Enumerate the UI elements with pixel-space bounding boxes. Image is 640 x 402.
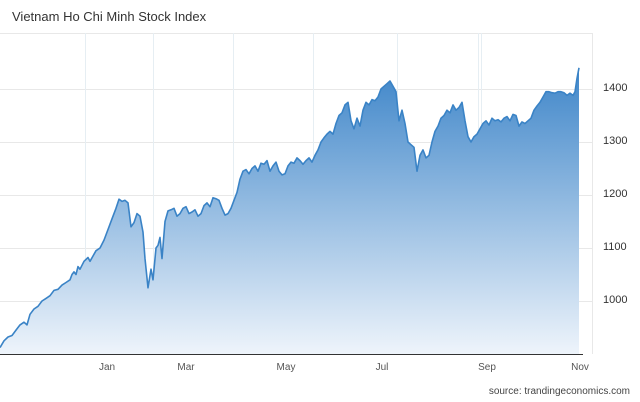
x-tick-label: May — [276, 362, 296, 373]
x-tick-label: Mar — [177, 362, 195, 373]
y-tick-label: 1200 — [603, 188, 628, 200]
x-tick-label: Jan — [98, 362, 116, 373]
data-line — [0, 67, 580, 349]
x-tick-label: Nov — [571, 362, 589, 373]
area-fill — [0, 67, 579, 355]
chart-title: Vietnam Ho Chi Minh Stock Index — [12, 9, 207, 24]
source-note: source: trandingeconomics.com — [488, 386, 630, 397]
y-tick-label: 1400 — [603, 82, 628, 94]
x-tick-label: Jul — [375, 362, 389, 373]
y-tick-label: 1000 — [603, 294, 628, 306]
y-tick-label: 1300 — [603, 135, 628, 147]
y-tick-label: 1100 — [603, 241, 627, 253]
x-tick-label: Sep — [478, 362, 496, 373]
